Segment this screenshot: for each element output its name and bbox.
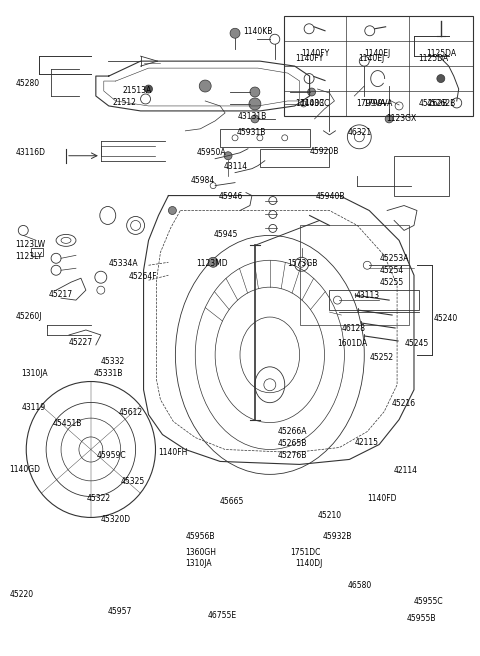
- Text: 45451B: 45451B: [53, 419, 83, 428]
- Text: 1123LY: 1123LY: [15, 252, 42, 261]
- Text: 45920B: 45920B: [310, 147, 339, 156]
- Text: 45955C: 45955C: [414, 598, 444, 606]
- Text: 45240: 45240: [434, 314, 458, 323]
- Text: 45956B: 45956B: [185, 531, 215, 541]
- Text: 1140EJ: 1140EJ: [365, 49, 391, 58]
- Text: 45216: 45216: [392, 400, 416, 408]
- Text: 21512: 21512: [113, 98, 137, 108]
- Text: 1140GD: 1140GD: [9, 465, 40, 474]
- Bar: [300, 226, 409, 325]
- Text: 1140FH: 1140FH: [158, 448, 188, 457]
- Text: 43113: 43113: [355, 291, 380, 300]
- Text: 45255: 45255: [379, 277, 403, 287]
- Text: 1140DJ: 1140DJ: [296, 560, 323, 569]
- Circle shape: [437, 75, 445, 83]
- Text: 45260J: 45260J: [15, 312, 42, 321]
- Text: 46580: 46580: [348, 581, 372, 590]
- Text: 45227: 45227: [69, 338, 93, 348]
- Text: 1799VA: 1799VA: [363, 99, 392, 108]
- Text: 46321: 46321: [348, 129, 372, 137]
- Bar: [220, 129, 310, 147]
- Circle shape: [250, 87, 260, 97]
- Text: 45322: 45322: [87, 494, 111, 502]
- Text: 45325: 45325: [120, 477, 145, 486]
- Circle shape: [249, 98, 261, 110]
- Text: 43114: 43114: [224, 162, 248, 171]
- Text: 45932B: 45932B: [323, 531, 352, 541]
- Text: 1140FY: 1140FY: [301, 49, 329, 58]
- Bar: [31, 249, 43, 256]
- Text: 45665: 45665: [220, 497, 244, 506]
- Text: 45332: 45332: [101, 358, 125, 366]
- Text: 45217: 45217: [49, 290, 73, 298]
- Text: 1573GB: 1573GB: [287, 258, 317, 268]
- Circle shape: [168, 207, 176, 215]
- Text: 45984: 45984: [190, 176, 215, 185]
- Text: 1799VA: 1799VA: [357, 100, 386, 108]
- Text: 45210: 45210: [318, 511, 342, 520]
- Text: 45955B: 45955B: [407, 614, 436, 623]
- Text: 45254: 45254: [379, 266, 403, 275]
- Text: 42115: 42115: [354, 438, 378, 447]
- Text: 45946: 45946: [218, 192, 242, 201]
- Circle shape: [208, 257, 218, 267]
- Text: 1125DA: 1125DA: [418, 54, 448, 62]
- Bar: [329, 290, 419, 310]
- Text: 1140FY: 1140FY: [296, 54, 324, 62]
- Circle shape: [385, 115, 393, 123]
- Text: 45262B: 45262B: [426, 99, 456, 108]
- Text: 45940B: 45940B: [315, 192, 345, 201]
- Text: 1123LW: 1123LW: [15, 240, 46, 249]
- Text: 45931B: 45931B: [237, 129, 266, 137]
- Text: 45220: 45220: [9, 590, 34, 600]
- Text: 42114: 42114: [394, 466, 418, 475]
- Text: 1310JA: 1310JA: [185, 560, 212, 569]
- Text: 45950A: 45950A: [196, 148, 226, 157]
- Circle shape: [144, 85, 153, 93]
- Text: 1140FD: 1140FD: [367, 494, 397, 502]
- Text: 45264F: 45264F: [129, 272, 157, 281]
- Text: 43119: 43119: [21, 403, 46, 412]
- Text: 43116D: 43116D: [15, 148, 45, 157]
- Text: 46755E: 46755E: [207, 611, 236, 621]
- Text: 45612: 45612: [119, 408, 143, 417]
- Text: 45331B: 45331B: [94, 369, 123, 379]
- Text: 1140EJ: 1140EJ: [358, 54, 384, 62]
- Text: 46128: 46128: [341, 325, 365, 333]
- Circle shape: [251, 115, 259, 123]
- Text: 1601DA: 1601DA: [337, 339, 368, 348]
- Text: 1751DC: 1751DC: [290, 548, 320, 556]
- Bar: [394, 155, 449, 195]
- Text: 1125DA: 1125DA: [426, 49, 456, 58]
- Text: 45276B: 45276B: [278, 451, 307, 460]
- Text: 45265B: 45265B: [278, 439, 307, 448]
- Bar: [284, 16, 473, 116]
- Text: 1360GH: 1360GH: [185, 548, 216, 556]
- Text: 45945: 45945: [213, 230, 238, 239]
- Text: 43131B: 43131B: [238, 112, 267, 121]
- Text: 45253A: 45253A: [379, 254, 408, 263]
- Circle shape: [199, 80, 211, 92]
- Text: 21513A: 21513A: [123, 85, 152, 94]
- Text: 11403C: 11403C: [300, 99, 330, 108]
- Text: 11403C: 11403C: [295, 100, 324, 108]
- Bar: [260, 149, 329, 167]
- Text: 45252: 45252: [369, 354, 394, 362]
- Text: 45334A: 45334A: [109, 258, 138, 268]
- Text: 45280: 45280: [15, 79, 39, 87]
- Circle shape: [308, 88, 315, 96]
- Text: 45957: 45957: [108, 607, 132, 616]
- Text: 45245: 45245: [405, 339, 429, 348]
- Text: 45320D: 45320D: [101, 515, 131, 523]
- Text: 45266A: 45266A: [278, 427, 307, 436]
- Text: 1123GX: 1123GX: [386, 114, 416, 123]
- Text: 1123MD: 1123MD: [196, 258, 228, 268]
- Circle shape: [224, 152, 232, 159]
- Text: 1140KB: 1140KB: [243, 27, 272, 36]
- Text: 1310JA: 1310JA: [21, 369, 48, 379]
- Circle shape: [230, 28, 240, 38]
- Text: 45959C: 45959C: [97, 451, 126, 460]
- Text: 45262B: 45262B: [418, 100, 447, 108]
